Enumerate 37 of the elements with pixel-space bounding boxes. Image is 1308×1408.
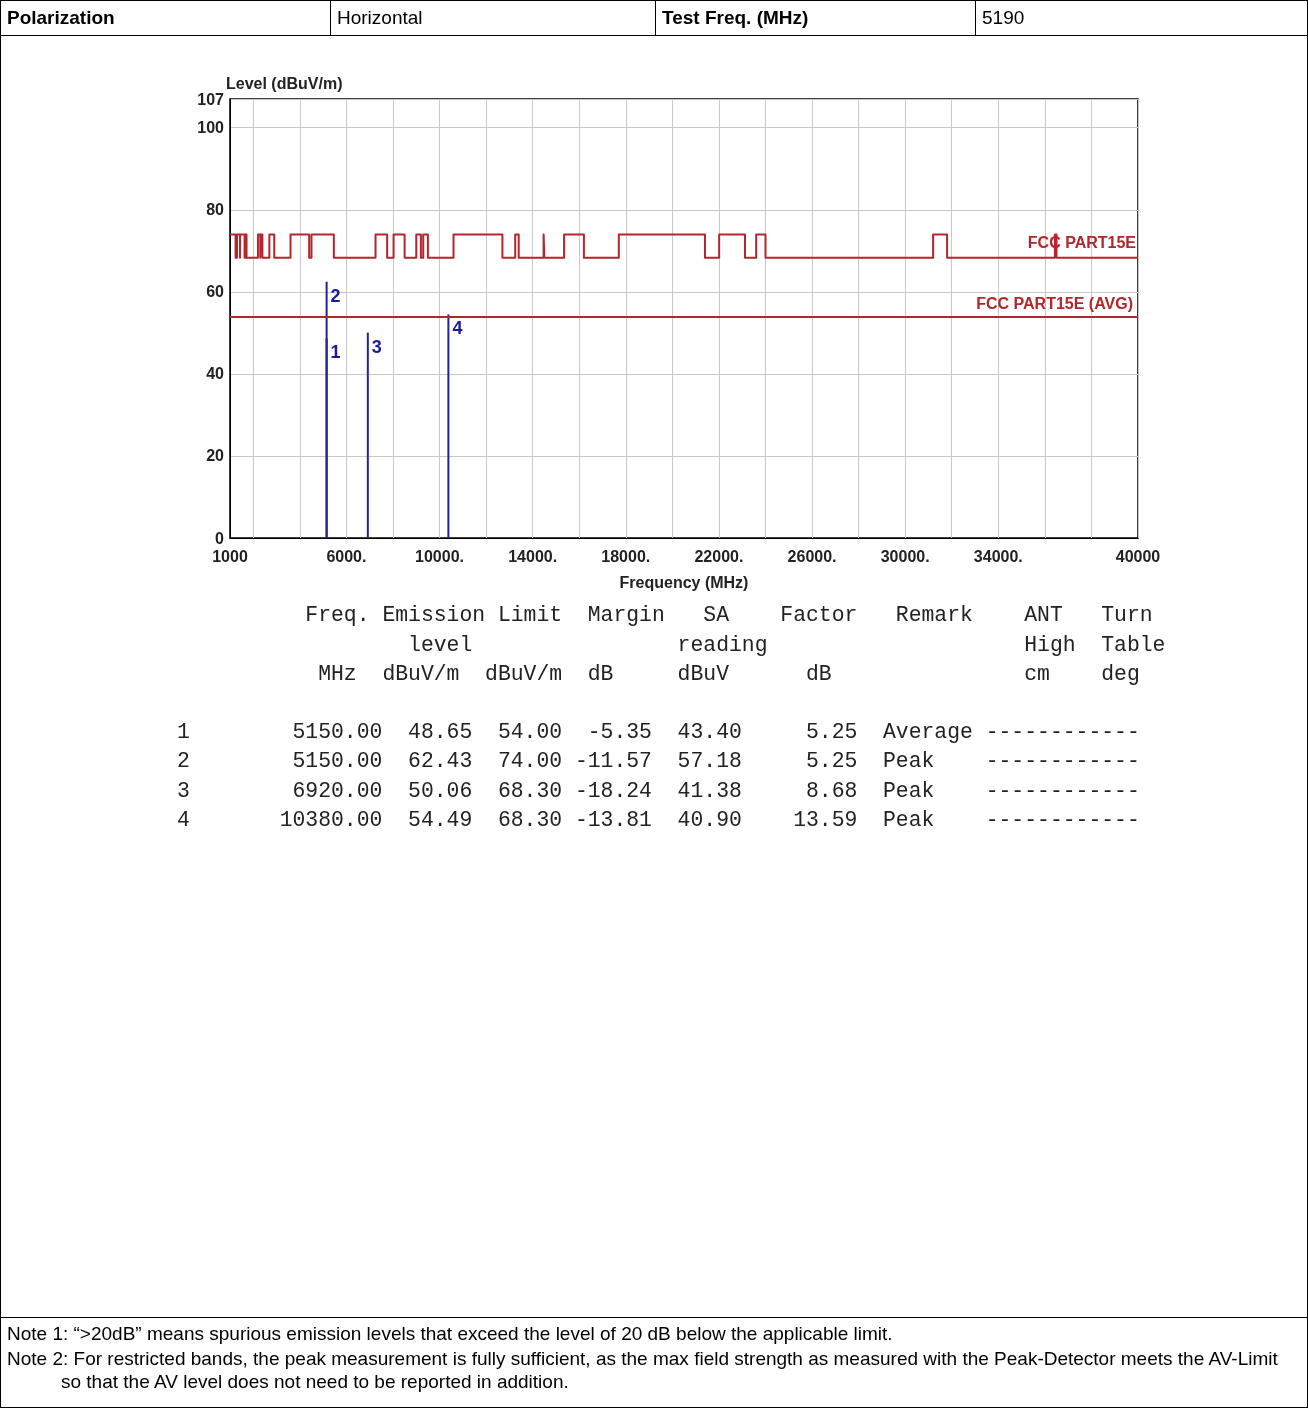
text: 4 10380.00 54.49 68.30 -13.81 40.90 13.59 Peak ------------	[177, 808, 1140, 832]
x-tick-label: 30000.	[880, 547, 930, 565]
text: level reading High Table	[408, 632, 1166, 657]
text: 1 5150.00 48.65 54.00 -5.35 43.40 5.25 Average ------------	[177, 719, 1140, 744]
x-axis-title: Frequency (MHz)	[619, 573, 749, 591]
y-tick-label: 60	[206, 283, 225, 301]
text: Polarization	[1, 1, 331, 35]
x-tick-label: 10000.	[415, 547, 465, 565]
text: MHz dBuV/m dBuV/m dB dBuV dB cm deg	[318, 662, 1140, 686]
y-tick-label: 40	[206, 365, 225, 383]
text: Freq. Emission Limit Margin SA Factor Remark ANT Turn	[305, 603, 1153, 627]
y-axis-title: Level (dBuV/m)	[226, 74, 343, 92]
y-tick-label: 0	[215, 529, 225, 547]
y-tick-label: 20	[206, 447, 225, 465]
y-tick-label: 80	[206, 201, 225, 219]
y-tick-label: 100	[197, 119, 225, 137]
x-tick-label: 14000.	[508, 547, 558, 565]
text: Note 1: “>20dB” means spurious emission levels that exceed the level of 20 dB below the applicable limit.	[7, 1322, 894, 1345]
annotation: 4	[452, 318, 463, 339]
annotation: 2	[330, 285, 341, 306]
x-tick-label: 22000.	[694, 547, 744, 565]
x-tick-label: 26000.	[787, 547, 837, 565]
ref-line-label: FCC PART15E (AVG)	[976, 294, 1133, 312]
y-tick-label: 107	[197, 90, 225, 108]
x-tick-label: 6000.	[326, 547, 367, 565]
x-tick-label: 40000	[1115, 547, 1161, 565]
text: 3 6920.00 50.06 68.30 -18.24 41.38 8.68 Peak ------------	[177, 778, 1140, 803]
text: 5190	[981, 6, 1026, 30]
x-tick-label: 34000.	[973, 547, 1023, 565]
x-tick-label: 18000.	[601, 547, 651, 565]
text: Test Freq. (MHz)	[656, 1, 976, 35]
annotation: 3	[371, 336, 382, 357]
text: Horizontal	[331, 1, 656, 35]
text: Note 2: For restricted bands, the peak measurement is fully sufficient, as the max field strength as measured with the Peak-Detector meets the AV-Limit so that the AV level does not need to be reported in addition.	[7, 1347, 1279, 1393]
text: 2 5150.00 62.43 74.00 -11.57 57.18 5.25 Peak ------------	[177, 749, 1140, 773]
annotation: 1	[330, 342, 341, 363]
x-tick-label: 1000	[212, 547, 248, 565]
